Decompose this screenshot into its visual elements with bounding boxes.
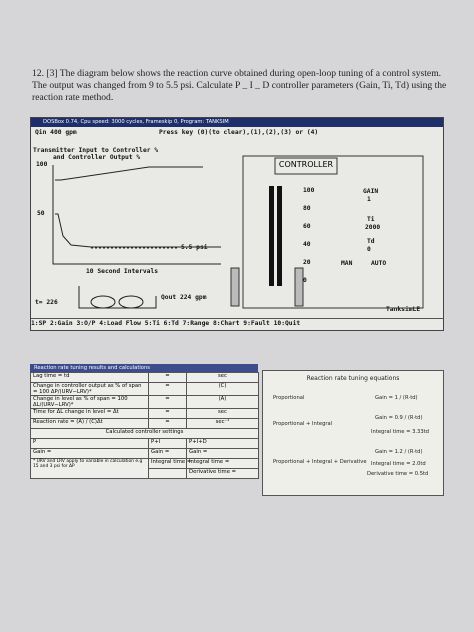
scale-label: 20 xyxy=(303,259,311,266)
question: 12. [3] The diagram below shows the reac… xyxy=(32,68,447,103)
cell: Integral time = xyxy=(148,458,191,469)
cell: sec xyxy=(186,372,259,383)
cell: = xyxy=(148,382,187,396)
results-table: Reaction rate tuning results and calcula… xyxy=(30,364,259,479)
eq: Gain = 1.2 / (R·td) xyxy=(375,449,423,455)
graphics xyxy=(52,155,424,309)
scale-label: 100 xyxy=(303,187,315,194)
axis-label: 50 xyxy=(37,210,45,217)
man: MAN xyxy=(341,260,353,267)
cell: Lag time = td xyxy=(30,372,149,383)
cell: P+I xyxy=(148,438,187,449)
eq-label: Proportional xyxy=(273,395,305,401)
eq: Integral time = 2.0td xyxy=(371,461,426,467)
cell xyxy=(148,468,187,479)
eq: Gain = 1 / (R·td) xyxy=(375,395,418,401)
time: t= 226 xyxy=(35,299,58,306)
program: TanksimLE xyxy=(386,306,421,313)
chart-title: and Controller Output % xyxy=(53,154,141,161)
chart-title: Transmitter Input to Controller % xyxy=(33,147,159,154)
cell: sec xyxy=(186,408,259,419)
td-label: Td xyxy=(367,238,375,245)
equations-box: Reaction rate tuning equations Proportio… xyxy=(262,370,444,496)
cell: = xyxy=(148,372,187,383)
scale-label: 0 xyxy=(303,277,307,284)
gain: 1 xyxy=(367,196,371,203)
cell: Gain = xyxy=(148,448,187,459)
row: Time for ΔL change in level = Δt = sec xyxy=(30,408,259,419)
eq: Derivative time = 0.5td xyxy=(367,471,429,477)
note: * URV and LRV apply to variable in calcu… xyxy=(30,458,149,479)
window-title: DOSBox 0.74, Cpu speed: 3000 cycles, Fra… xyxy=(31,118,443,127)
auto: AUTO xyxy=(371,260,387,267)
controller-title: CONTROLLER xyxy=(278,160,334,169)
cell: sec⁻¹ xyxy=(186,418,259,429)
table-title: Reaction rate tuning results and calcula… xyxy=(30,364,258,372)
cell: Gain = xyxy=(186,448,259,459)
row: Change in controller output as % of span… xyxy=(30,382,259,396)
cell: Change in level as % of span = 100 ΔL/(U… xyxy=(30,395,149,409)
prompt: Press key (0)(to clear),(1),(2),(3) or (… xyxy=(159,129,319,136)
row: Change in level as % of span = 100 ΔL/(U… xyxy=(30,395,259,409)
scale-label: 60 xyxy=(303,223,311,230)
cell: Time for ΔL change in level = Δt xyxy=(30,408,149,419)
eq-title: Reaction rate tuning equations xyxy=(306,375,400,382)
cell: = xyxy=(148,408,187,419)
eq: Gain = 0.9 / (R·td) xyxy=(375,415,423,421)
axis-label: 100 xyxy=(36,161,48,168)
cell: Gain = xyxy=(30,448,149,459)
menu: 1:SP 2:Gain 3:O/P 4:Load Flow 5:Ti 6:Td … xyxy=(31,318,443,327)
qout: Qout 224 gpm xyxy=(161,294,207,301)
row: Gain = Gain = Gain = xyxy=(30,448,259,459)
cell: Reaction rate = (A) / (C)Δt xyxy=(30,418,149,429)
table: Lag time = td = sec Change in controller ou… xyxy=(30,372,259,479)
cell: = xyxy=(148,395,187,409)
cell: = xyxy=(148,418,187,429)
cell: Derivative time = xyxy=(186,468,259,479)
scale-label: 40 xyxy=(303,241,311,248)
eq-label: Proportional + Integral xyxy=(273,421,333,427)
cell: (A) xyxy=(186,395,259,409)
scale-label: 80 xyxy=(303,205,311,212)
cell: Change in controller output as % of span… xyxy=(30,382,149,396)
ti: 2000 xyxy=(365,224,381,231)
row: P P+I P+I+D xyxy=(30,438,259,449)
row: Reaction rate = (A) / (C)Δt = sec⁻¹ xyxy=(30,418,259,429)
ti-label: Ti xyxy=(367,216,375,223)
x-label: 10 Second Intervals xyxy=(86,268,159,275)
row: Lag time = td = sec xyxy=(30,372,259,383)
eq: Integral time = 3.33td xyxy=(371,429,429,435)
eq-label: Proportional + Integral + Derivative xyxy=(273,459,367,465)
qin: Qin 400 gpm xyxy=(35,129,77,136)
settings-header: Calculated controller settings xyxy=(30,428,259,439)
simulator-window: DOSBox 0.74, Cpu speed: 3000 cycles, Fra… xyxy=(30,117,444,331)
cell: Integral time = xyxy=(186,458,259,469)
cell: P xyxy=(30,438,149,449)
cell: P+I+D xyxy=(186,438,259,449)
cell: (C) xyxy=(186,382,259,396)
gain-label: GAIN xyxy=(363,188,379,195)
td: 0 xyxy=(367,246,371,253)
